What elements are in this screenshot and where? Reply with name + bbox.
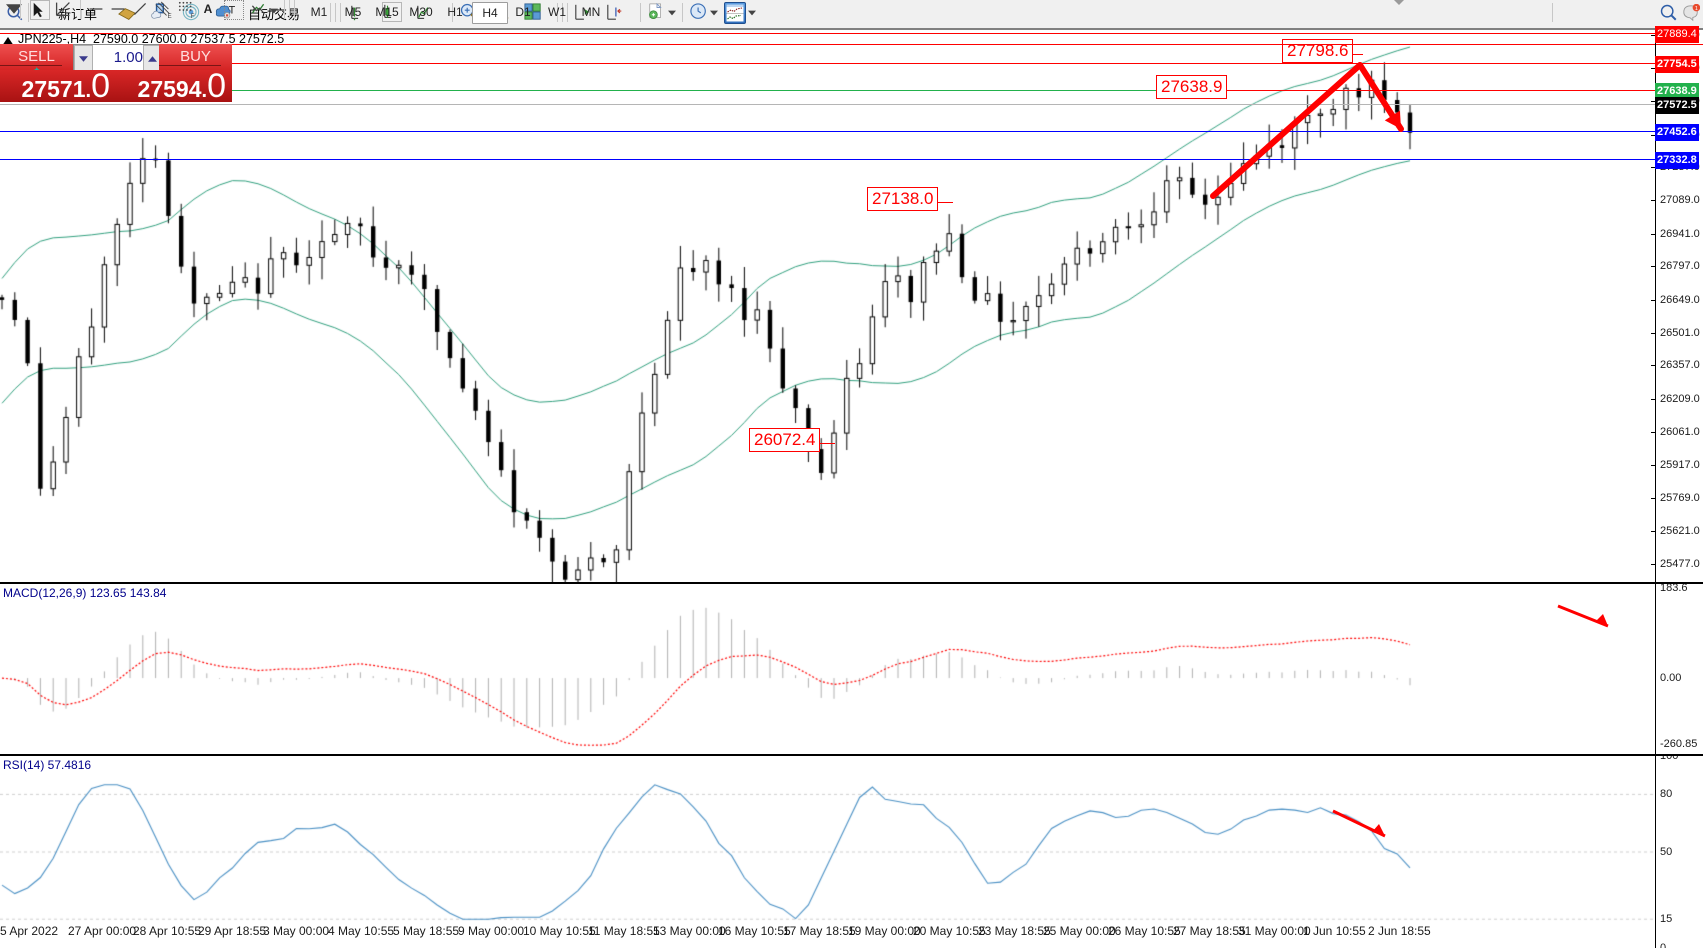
svg-text:E: E	[168, 13, 172, 19]
svg-text:F: F	[191, 13, 195, 19]
svg-text:T: T	[229, 5, 236, 17]
svg-text:A: A	[204, 2, 213, 16]
